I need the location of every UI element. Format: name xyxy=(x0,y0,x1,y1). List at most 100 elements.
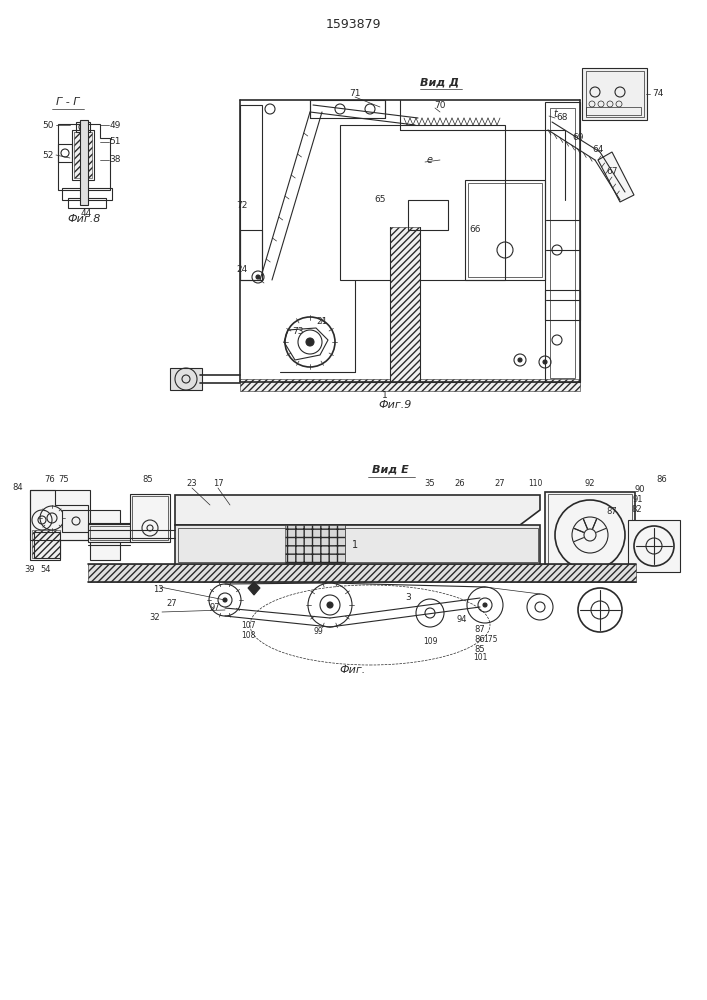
Text: 27: 27 xyxy=(167,598,177,607)
Text: 21: 21 xyxy=(316,318,327,326)
Bar xyxy=(132,496,168,540)
Text: 66: 66 xyxy=(469,226,481,234)
Circle shape xyxy=(543,360,547,364)
Bar xyxy=(88,524,133,542)
Circle shape xyxy=(256,275,260,279)
Text: Фиг.9: Фиг.9 xyxy=(378,400,411,410)
Text: 50: 50 xyxy=(42,120,54,129)
Bar xyxy=(175,525,540,565)
Bar xyxy=(68,198,106,208)
Text: 94: 94 xyxy=(457,615,467,624)
Text: Г - Г: Г - Г xyxy=(57,97,80,107)
Text: 1: 1 xyxy=(352,540,358,550)
Text: 73: 73 xyxy=(292,328,304,336)
Text: 75: 75 xyxy=(59,476,69,485)
Text: 86: 86 xyxy=(657,476,667,485)
Bar xyxy=(32,530,60,558)
Text: 67: 67 xyxy=(606,167,618,176)
Bar xyxy=(408,200,448,230)
Text: 97: 97 xyxy=(210,603,221,612)
Bar xyxy=(170,368,202,390)
Text: 74: 74 xyxy=(653,90,664,99)
Bar xyxy=(62,510,90,532)
Text: 85: 85 xyxy=(474,646,485,654)
Bar xyxy=(586,71,644,117)
Bar xyxy=(240,105,262,280)
Text: 108: 108 xyxy=(241,631,255,640)
Bar xyxy=(545,102,580,382)
Text: 87: 87 xyxy=(474,626,486,635)
Bar xyxy=(178,528,538,562)
Text: 110: 110 xyxy=(528,480,542,488)
Text: e: e xyxy=(427,155,433,165)
Text: 90: 90 xyxy=(635,486,645,494)
Text: 23: 23 xyxy=(187,480,197,488)
Polygon shape xyxy=(175,495,540,525)
Text: 39: 39 xyxy=(25,566,35,574)
Bar xyxy=(72,130,94,180)
Bar xyxy=(545,290,580,320)
Text: 76: 76 xyxy=(45,476,55,485)
Bar xyxy=(58,144,72,162)
Polygon shape xyxy=(30,490,120,560)
Text: 51: 51 xyxy=(110,137,121,146)
Text: 175: 175 xyxy=(483,636,497,645)
Text: 1593879: 1593879 xyxy=(325,18,381,31)
Text: 3: 3 xyxy=(405,592,411,601)
Bar xyxy=(586,107,641,115)
Text: 24: 24 xyxy=(236,265,247,274)
Text: 99: 99 xyxy=(313,628,323,637)
Bar xyxy=(285,525,345,563)
Text: 38: 38 xyxy=(110,155,121,164)
Bar xyxy=(90,526,131,540)
Text: Вид Е: Вид Е xyxy=(372,465,409,475)
Text: t: t xyxy=(553,109,557,119)
Text: 69: 69 xyxy=(572,133,584,142)
Bar xyxy=(582,68,647,120)
Text: 52: 52 xyxy=(42,150,54,159)
Bar xyxy=(465,180,545,280)
Text: 17: 17 xyxy=(213,480,223,488)
Text: 32: 32 xyxy=(150,612,160,621)
Circle shape xyxy=(306,338,314,346)
Text: 86: 86 xyxy=(474,636,486,645)
Polygon shape xyxy=(598,152,634,202)
Text: 44: 44 xyxy=(81,209,92,218)
Circle shape xyxy=(327,602,333,608)
Text: 84: 84 xyxy=(13,484,23,492)
Bar xyxy=(74,132,92,178)
Circle shape xyxy=(223,598,227,602)
Circle shape xyxy=(483,603,487,607)
Bar xyxy=(62,188,112,200)
Bar xyxy=(390,227,420,382)
Bar xyxy=(80,120,88,205)
Text: 71: 71 xyxy=(349,90,361,99)
Text: 87: 87 xyxy=(607,508,617,516)
Text: 49: 49 xyxy=(110,120,121,129)
Bar xyxy=(548,494,632,578)
Text: 35: 35 xyxy=(425,480,436,488)
Bar xyxy=(340,125,505,280)
Text: 109: 109 xyxy=(423,638,437,647)
Text: 91: 91 xyxy=(633,495,643,504)
Bar xyxy=(34,532,60,558)
Text: 70: 70 xyxy=(434,101,445,109)
Bar xyxy=(130,494,170,542)
Bar xyxy=(240,230,262,280)
Bar xyxy=(310,100,385,118)
Text: 26: 26 xyxy=(455,480,465,488)
Text: 107: 107 xyxy=(241,621,255,631)
Bar xyxy=(468,183,542,277)
Text: 65: 65 xyxy=(374,196,386,205)
Text: 72: 72 xyxy=(236,200,247,210)
Bar xyxy=(550,108,575,378)
Bar xyxy=(240,379,580,391)
Polygon shape xyxy=(248,582,260,595)
Bar xyxy=(628,520,680,572)
Text: Вид Д: Вид Д xyxy=(421,77,460,87)
Text: 92: 92 xyxy=(585,480,595,488)
Circle shape xyxy=(518,358,522,362)
Text: 13: 13 xyxy=(153,585,163,594)
Text: Фиг.8: Фиг.8 xyxy=(67,214,100,224)
Bar xyxy=(76,122,90,132)
